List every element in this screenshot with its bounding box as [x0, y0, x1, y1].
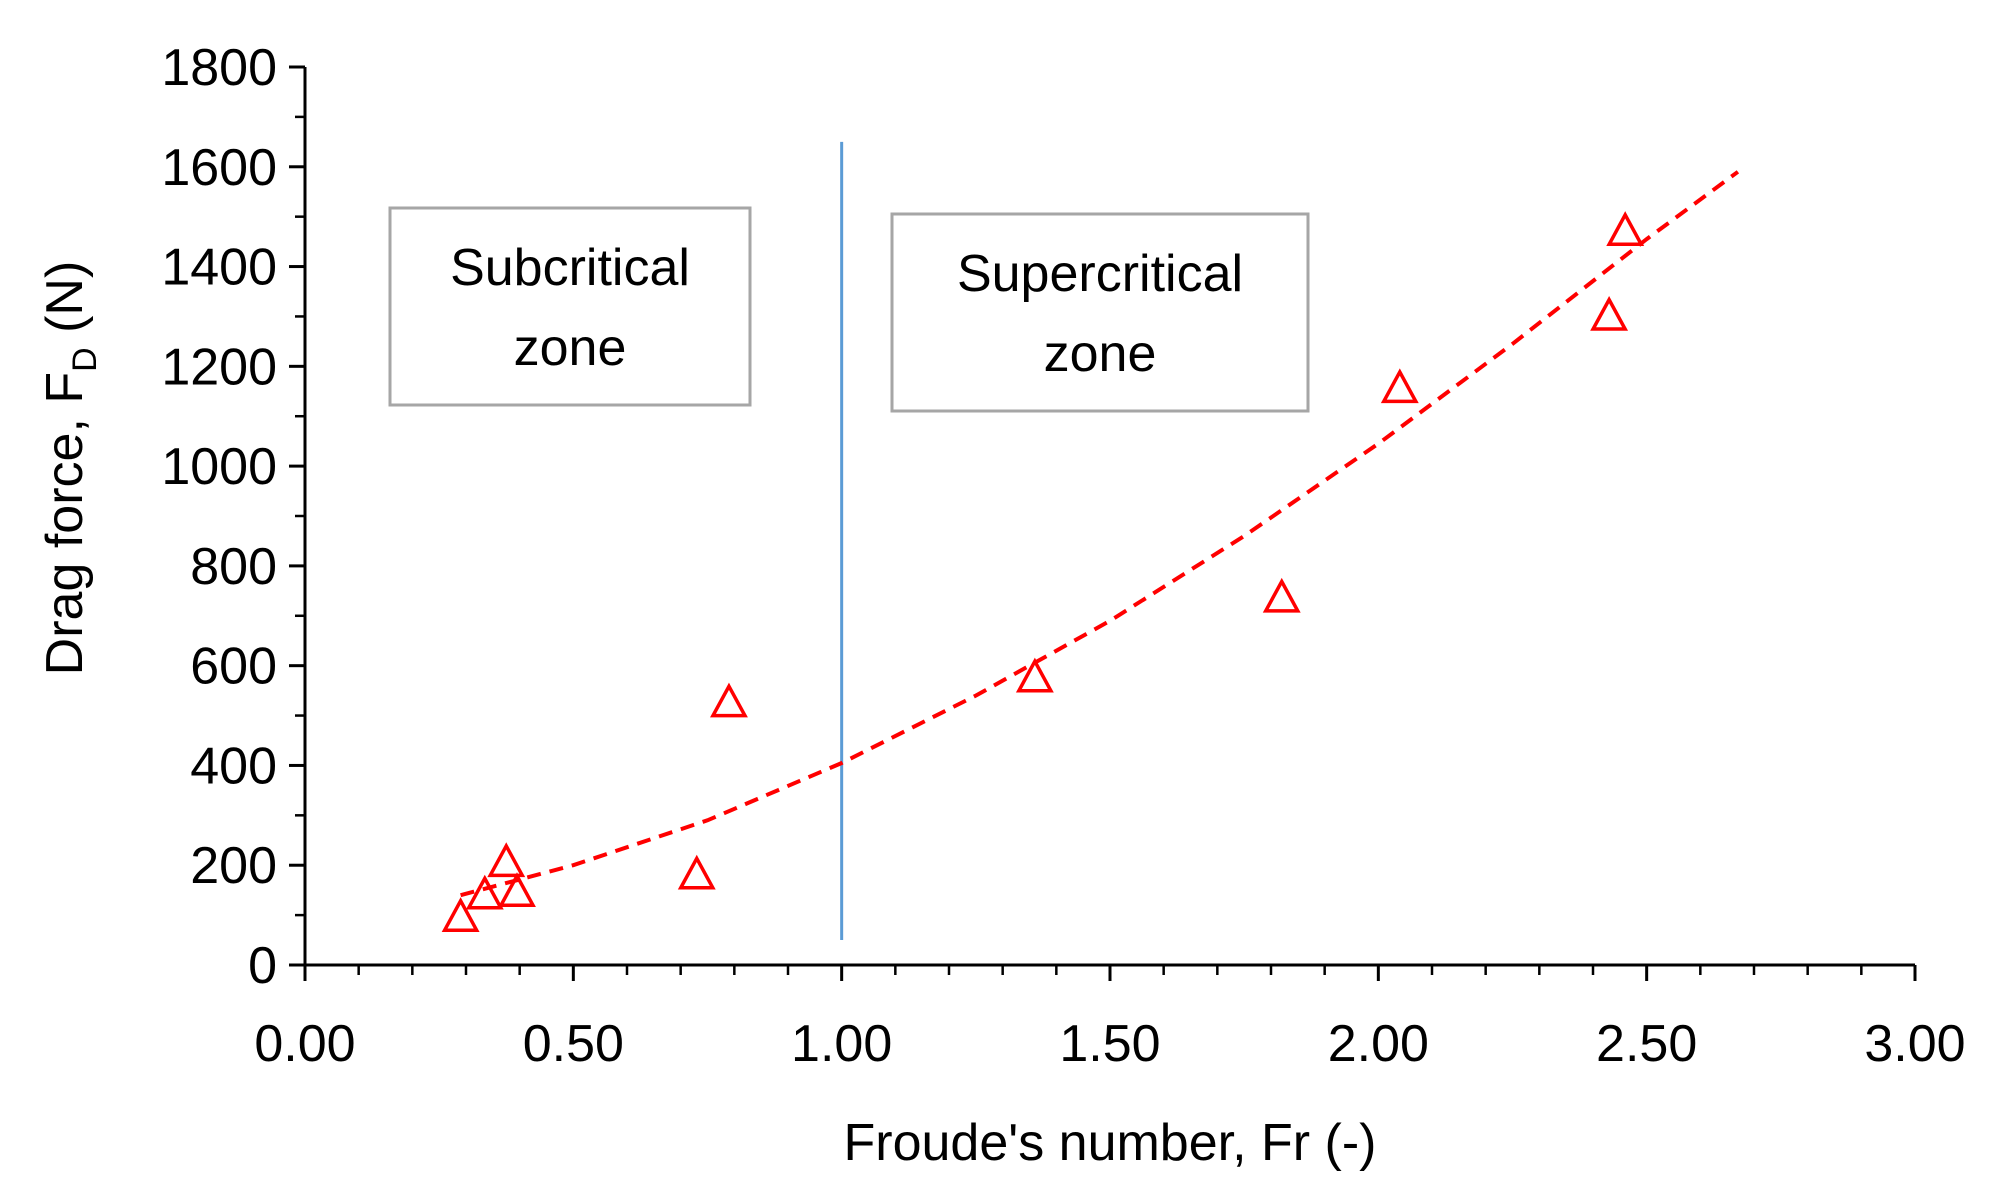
data-point-triangle [710, 682, 748, 718]
data-point-triangle [1262, 577, 1301, 613]
x-tick-label: 0.00 [254, 1015, 355, 1073]
zone-label-line2: zone [514, 319, 627, 377]
data-point-triangle [1590, 295, 1629, 331]
data-point-triangle [465, 874, 504, 910]
data-points [441, 211, 1645, 932]
x-tick-label: 1.00 [791, 1015, 892, 1073]
x-tick-label: 3.00 [1864, 1015, 1965, 1073]
data-point-triangle [677, 854, 716, 890]
y-tick-label: 1200 [161, 338, 277, 396]
y-tick-label: 1800 [161, 39, 277, 97]
zone-annotation-box: Subcritical zone [388, 206, 752, 407]
y-axis-title: Drag force, FD (N) [36, 261, 104, 676]
axes [303, 67, 1915, 967]
y-tick-label: 600 [190, 638, 277, 696]
zone-label-line1: Supercritical [957, 245, 1243, 303]
data-point-triangle [441, 897, 480, 932]
data-point-triangle [487, 842, 526, 878]
trendline-path [460, 170, 1740, 898]
y-tick-label: 1000 [161, 438, 277, 496]
y-tick-label: 1600 [161, 139, 277, 197]
axis-titles: Froude's number, Fr (-) Drag force, FD (… [36, 261, 1376, 1172]
x-tick-label: 1.50 [1059, 1015, 1160, 1073]
x-tick-label: 2.00 [1328, 1015, 1429, 1073]
y-axis-title-sub: D [66, 347, 104, 372]
zone-label-line2: zone [1044, 325, 1157, 383]
data-point-triangle [498, 872, 536, 908]
data-point-triangle [1606, 211, 1645, 246]
y-tick-label: 800 [190, 538, 277, 596]
zone-label-line1: Subcritical [450, 239, 690, 297]
trendline [460, 170, 1740, 898]
data-point-triangle [1015, 657, 1054, 693]
y-tick-label: 400 [190, 737, 277, 795]
y-tick-label: 0 [248, 937, 277, 995]
zone-box-border [890, 212, 1310, 413]
x-axis-title: Froude's number, Fr (-) [844, 1114, 1377, 1172]
y-tick-label: 1400 [161, 239, 277, 297]
y-axis-title-main: Drag force, F [36, 372, 94, 675]
y-tick-label: 200 [190, 837, 277, 895]
x-tick-label: 0.50 [523, 1015, 624, 1073]
zone-annotations: Subcritical zone Supercritical zone [388, 206, 1310, 413]
ticks: 0 200 400 600 800 1000 1200 1400 1600 1800 0.00 0.5… [161, 39, 1965, 1073]
data-point-triangle [1380, 368, 1419, 404]
y-axis-title-suffix: (N) [36, 261, 94, 348]
zone-box-border [388, 206, 752, 407]
x-tick-label: 2.50 [1596, 1015, 1697, 1073]
zone-annotation-box: Supercritical zone [890, 212, 1310, 413]
